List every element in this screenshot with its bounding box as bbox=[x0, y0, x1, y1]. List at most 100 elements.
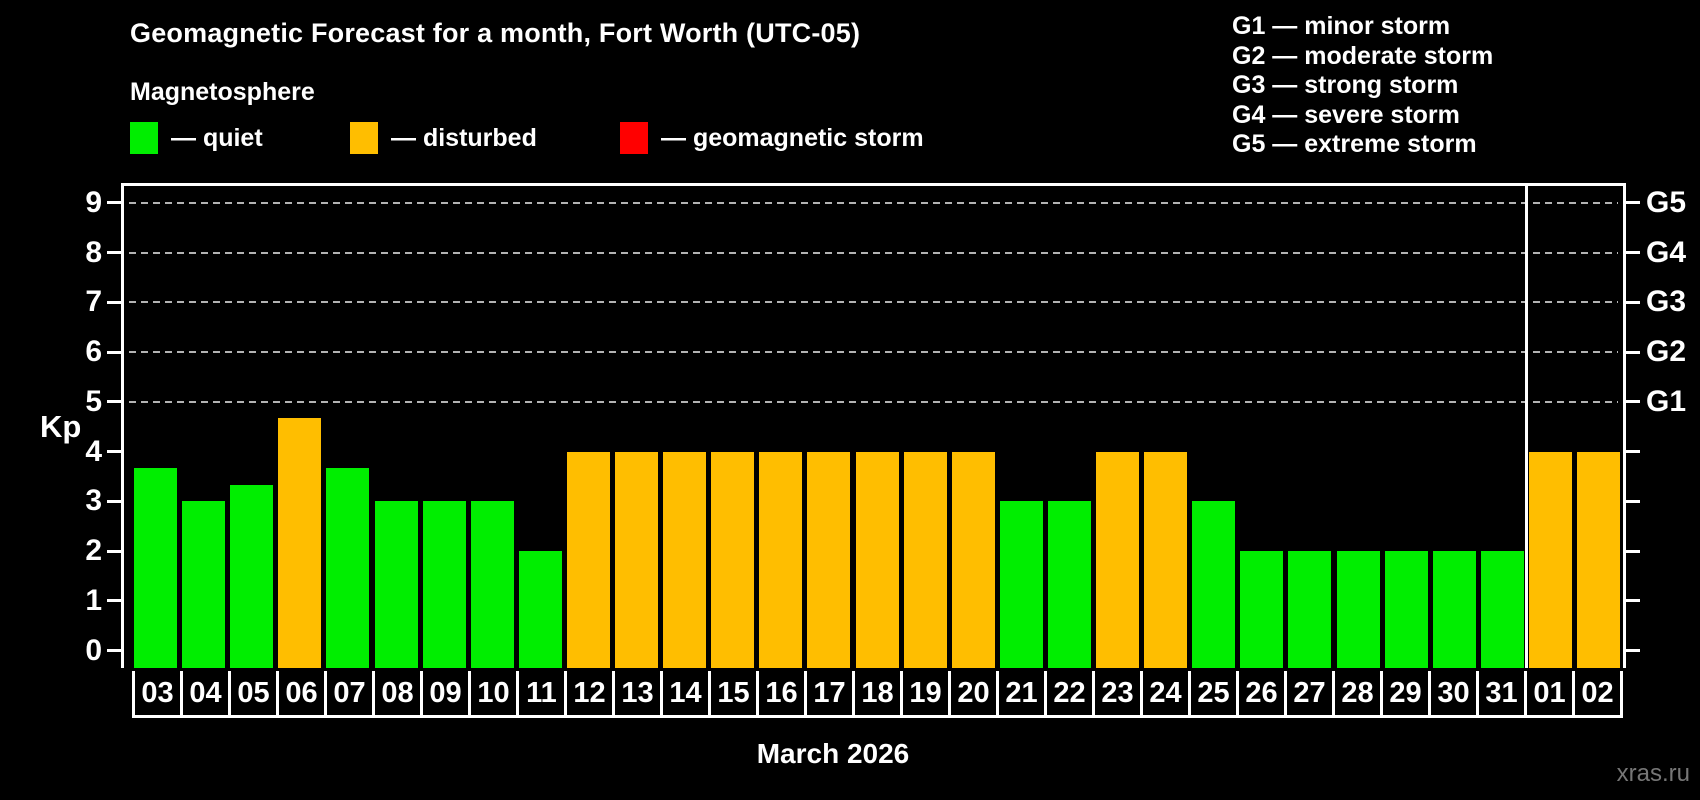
left-tick-kp-1 bbox=[107, 599, 121, 603]
kp-bar-day-05 bbox=[230, 484, 274, 668]
kp-bar-day-02 bbox=[1577, 451, 1620, 668]
right-tick-kp-7 bbox=[1626, 300, 1640, 304]
x-date-label-31: 31 bbox=[1476, 671, 1524, 715]
month-boundary-separator bbox=[1524, 186, 1528, 668]
x-date-label-27: 27 bbox=[1284, 671, 1332, 715]
right-tick-kp-6 bbox=[1626, 350, 1640, 354]
kp-bar-day-19 bbox=[903, 451, 947, 668]
x-date-label-15: 15 bbox=[708, 671, 756, 715]
gridline-kp-6 bbox=[129, 351, 1618, 354]
right-tick-kp-0 bbox=[1626, 649, 1640, 653]
x-date-label-03: 03 bbox=[132, 671, 180, 715]
kp-bar-day-21 bbox=[999, 501, 1043, 668]
right-tick-kp-2 bbox=[1626, 549, 1640, 553]
left-tick-kp-3 bbox=[107, 499, 121, 503]
watermark: xras.ru bbox=[1616, 760, 1690, 787]
kp-bar-day-04 bbox=[182, 501, 226, 668]
x-date-label-29: 29 bbox=[1380, 671, 1428, 715]
left-tick-kp-0 bbox=[107, 649, 121, 653]
x-date-label-28: 28 bbox=[1332, 671, 1380, 715]
g-scale-legend-line-5: G5 — extreme storm bbox=[1232, 130, 1477, 159]
kp-bar-day-30 bbox=[1432, 551, 1476, 668]
kp-bar-day-15 bbox=[711, 451, 755, 668]
x-date-label-17: 17 bbox=[804, 671, 852, 715]
g-level-label-G4: G4 bbox=[1646, 235, 1687, 269]
kp-bar-day-14 bbox=[663, 451, 707, 668]
legend-item-disturbed: — disturbed bbox=[350, 121, 537, 155]
x-date-label-11: 11 bbox=[516, 671, 564, 715]
x-axis-date-row: 03 04 05 06 07 08 09 10 11 12 13 14 15 16 17 18 19 20 21 22… bbox=[132, 671, 1624, 718]
x-date-label-22: 22 bbox=[1044, 671, 1092, 715]
legend-label-quiet: — quiet bbox=[171, 123, 263, 152]
kp-bar-day-09 bbox=[422, 501, 466, 668]
y-label-kp-5: 5 bbox=[85, 384, 102, 418]
right-tick-kp-3 bbox=[1626, 499, 1640, 503]
x-date-label-21: 21 bbox=[996, 671, 1044, 715]
kp-bar-day-22 bbox=[1047, 501, 1091, 668]
quiet-swatch-icon bbox=[130, 122, 158, 154]
y-axis-title: Kp bbox=[40, 409, 82, 444]
g-scale-legend-line-1: G1 — minor storm bbox=[1232, 12, 1451, 40]
y-label-kp-3: 3 bbox=[85, 484, 102, 518]
chart-subtitle: Magnetosphere bbox=[130, 78, 315, 106]
x-date-label-23: 23 bbox=[1092, 671, 1140, 715]
kp-bar-day-25 bbox=[1192, 501, 1236, 668]
disturbed-swatch-icon bbox=[350, 122, 378, 154]
kp-bar-day-07 bbox=[326, 468, 370, 668]
kp-bar-day-12 bbox=[566, 451, 610, 668]
kp-bar-day-06 bbox=[278, 418, 322, 668]
y-label-kp-0: 0 bbox=[85, 633, 102, 667]
kp-bar-day-08 bbox=[374, 501, 418, 668]
storm-swatch-icon bbox=[620, 122, 648, 154]
x-date-label-14: 14 bbox=[660, 671, 708, 715]
gridline-kp-9 bbox=[129, 201, 1618, 204]
gridline-kp-8 bbox=[129, 251, 1618, 254]
legend-label-disturbed: — disturbed bbox=[391, 123, 537, 152]
x-date-label-09: 09 bbox=[420, 671, 468, 715]
g-scale-legend-line-4: G4 — severe storm bbox=[1232, 100, 1460, 129]
y-label-kp-6: 6 bbox=[85, 335, 102, 369]
kp-bar-day-29 bbox=[1384, 551, 1428, 668]
x-date-label-19: 19 bbox=[900, 671, 948, 715]
right-tick-kp-9 bbox=[1626, 201, 1640, 205]
y-label-kp-1: 1 bbox=[85, 583, 102, 617]
kp-bar-day-10 bbox=[470, 501, 514, 668]
x-date-label-08: 08 bbox=[372, 671, 420, 715]
x-date-label-07: 07 bbox=[324, 671, 372, 715]
right-tick-kp-1 bbox=[1626, 599, 1640, 603]
x-date-label-25: 25 bbox=[1188, 671, 1236, 715]
kp-bar-day-01 bbox=[1528, 451, 1572, 668]
g-level-label-G5: G5 bbox=[1646, 185, 1687, 219]
x-date-label-06: 06 bbox=[276, 671, 324, 715]
kp-bar-day-26 bbox=[1240, 551, 1284, 668]
left-tick-kp-7 bbox=[107, 300, 121, 304]
x-date-label-01: 01 bbox=[1524, 671, 1572, 715]
y-label-kp-4: 4 bbox=[85, 434, 102, 468]
g-scale-legend-line-3: G3 — strong storm bbox=[1232, 71, 1459, 100]
x-date-label-30: 30 bbox=[1428, 671, 1476, 715]
legend-item-quiet: — quiet bbox=[130, 121, 263, 155]
x-date-label-02: 02 bbox=[1572, 671, 1620, 715]
x-date-label-20: 20 bbox=[948, 671, 996, 715]
kp-bar-day-18 bbox=[855, 451, 899, 668]
legend-item-storm: — geomagnetic storm bbox=[620, 121, 924, 155]
right-tick-kp-4 bbox=[1626, 450, 1640, 454]
y-label-kp-8: 8 bbox=[85, 235, 102, 269]
left-tick-kp-8 bbox=[107, 251, 121, 255]
kp-bar-day-13 bbox=[615, 451, 658, 668]
gridline-kp-7 bbox=[129, 301, 1618, 304]
left-tick-kp-9 bbox=[107, 201, 121, 205]
kp-bar-day-24 bbox=[1144, 451, 1188, 668]
x-date-label-13: 13 bbox=[612, 671, 660, 715]
x-date-label-12: 12 bbox=[564, 671, 612, 715]
y-label-kp-9: 9 bbox=[85, 185, 102, 219]
kp-bar-day-28 bbox=[1336, 551, 1380, 668]
left-tick-kp-6 bbox=[107, 350, 121, 354]
kp-bar-day-17 bbox=[807, 451, 851, 668]
x-date-label-10: 10 bbox=[468, 671, 516, 715]
x-date-label-26: 26 bbox=[1236, 671, 1284, 715]
y-label-kp-7: 7 bbox=[85, 285, 102, 319]
kp-bar-day-03 bbox=[134, 468, 177, 668]
g-level-label-G1: G1 bbox=[1646, 384, 1687, 418]
g-level-label-G2: G2 bbox=[1646, 335, 1687, 369]
